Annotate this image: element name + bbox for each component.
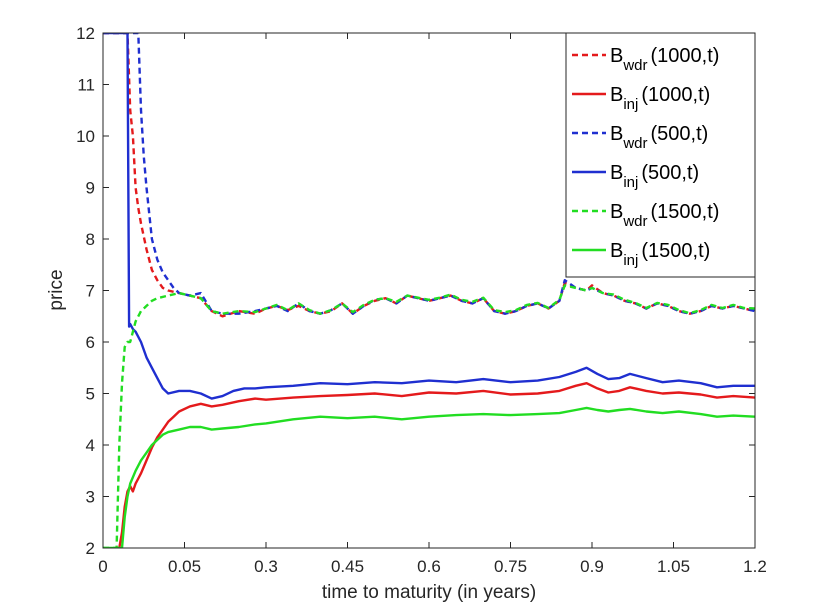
y-tick-label: 5 (86, 385, 95, 404)
legend-entry: Bwdr (500,t) (610, 123, 708, 152)
y-axis: 2 3 4 5 6 7 8 9 10 11 12 (76, 24, 755, 558)
series-line-wdr-4 (103, 284, 755, 548)
x-tick-label: 0.45 (331, 557, 364, 576)
legend-entry-main: B (610, 240, 623, 262)
series-line-inj-1 (118, 382, 755, 548)
y-tick-label: 8 (86, 230, 95, 249)
y-tick-label: 10 (76, 127, 95, 146)
y-tick-label: 2 (86, 539, 95, 558)
x-tick-label: 0 (98, 557, 107, 576)
y-tick-label: 3 (86, 488, 95, 507)
legend-entry-args: (1000,t) (641, 84, 710, 106)
legend-entry-subscript: inj (623, 96, 638, 113)
y-axis-label: price (46, 269, 67, 310)
legend-entry-main: B (610, 201, 623, 223)
x-tick-label: 0.6 (417, 557, 441, 576)
legend-entry-main: B (610, 123, 623, 145)
legend-entry-main: B (610, 162, 623, 184)
legend-entry: Bwdr (1500,t) (610, 201, 719, 230)
legend-entry-args: (1000,t) (651, 45, 720, 67)
legend-entry: Bwdr (1000,t) (610, 45, 719, 74)
x-tick-label: 0.9 (580, 557, 604, 576)
legend-entry: Binj (500,t) (610, 162, 699, 191)
x-axis: 0 0.05 0.3 0.45 0.6 0.75 0.9 1.05 1.2 (98, 33, 767, 576)
legend-entry-subscript: wdr (622, 213, 647, 230)
legend-entry-subscript: wdr (622, 135, 647, 152)
legend-entry-args: (500,t) (641, 162, 699, 184)
y-tick-label: 4 (86, 436, 95, 455)
legend-box (565, 32, 756, 278)
legend-entry-subscript: inj (623, 252, 638, 269)
legend-entry-args: (500,t) (651, 123, 709, 145)
legend-entry-subscript: wdr (622, 57, 647, 74)
y-tick-label: 11 (77, 76, 95, 95)
legend-entry-main: B (610, 84, 623, 106)
legend: Bwdr (1000,t)Binj (1000,t)Bwdr (500,t)Binj(… (565, 32, 756, 278)
legend-entry-subscript: inj (623, 174, 638, 191)
series-layer (103, 33, 755, 548)
y-tick-label: 6 (86, 333, 95, 352)
legend-entry: Binj (1500,t) (610, 240, 710, 269)
legend-entry: Binj (1000,t) (610, 84, 710, 113)
y-tick-label: 7 (86, 282, 95, 301)
x-tick-label: 0.05 (168, 557, 201, 576)
series-line-inj-3 (103, 33, 755, 400)
legend-entry-args: (1500,t) (641, 240, 710, 262)
series-line-inj-5 (103, 406, 755, 548)
legend-entry-args: (1500,t) (651, 201, 720, 223)
x-axis-label: time to maturity (in years) (322, 582, 536, 603)
x-tick-label: 1.05 (657, 557, 690, 576)
x-tick-label: 1.2 (743, 557, 767, 576)
x-tick-label: 0.75 (494, 557, 527, 576)
x-tick-label: 0.3 (254, 557, 278, 576)
y-tick-label: 9 (86, 179, 95, 198)
y-tick-label: 12 (76, 24, 95, 43)
legend-entry-main: B (610, 45, 623, 67)
